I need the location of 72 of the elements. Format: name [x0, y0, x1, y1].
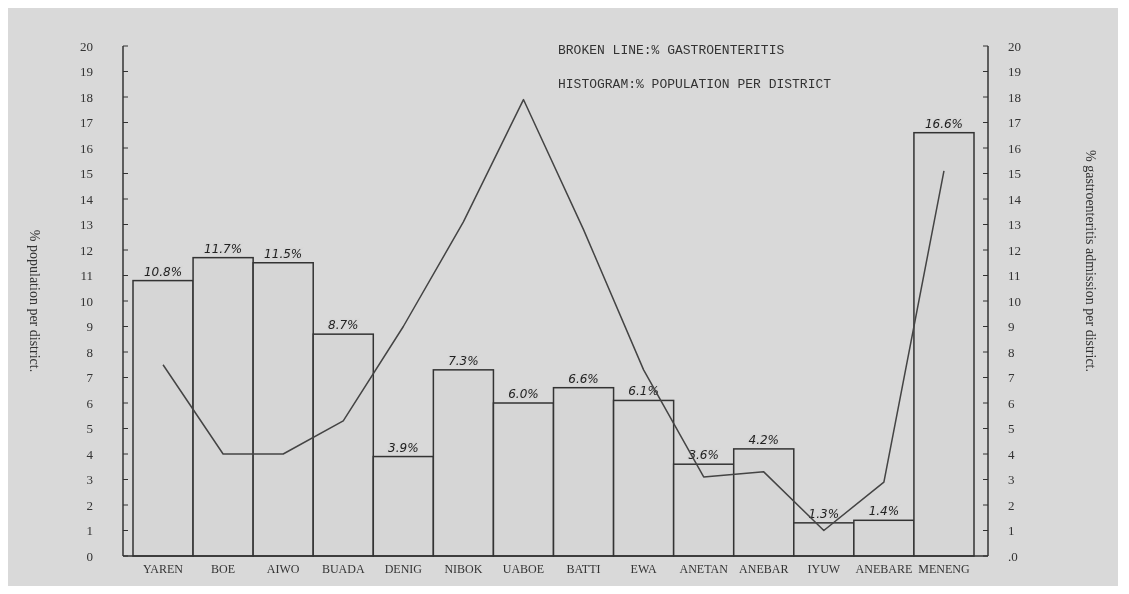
y2-tick-label: 11 — [1008, 268, 1021, 284]
data-label: 6.0% — [508, 387, 539, 401]
y-tick-label: 8 — [86, 344, 93, 360]
data-label: 8.7% — [328, 318, 359, 333]
x-tick-label: DENIG — [384, 562, 423, 576]
x-tick-label: YAREN — [143, 562, 184, 576]
y2-tick-label: 13 — [1008, 217, 1021, 233]
y-tick-label: 10 — [80, 293, 93, 309]
y-tick-label: 5 — [86, 421, 93, 437]
x-tick-label: BUADA — [321, 562, 365, 576]
y-tick-label: 3 — [86, 472, 93, 488]
y-tick-label: 17 — [80, 115, 94, 131]
x-tick-label: EWA — [630, 562, 657, 576]
x-tick-label: BOE — [211, 562, 236, 576]
y2-tick-label: 10 — [1008, 293, 1021, 309]
data-label: 6.6% — [568, 371, 599, 386]
data-label: 1.3% — [808, 506, 840, 521]
y2-tick-label: 14 — [1008, 191, 1022, 207]
y-tick-label: 2 — [86, 497, 93, 513]
y2-tick-label: 9 — [1008, 319, 1015, 335]
annotation: BROKEN LINE:% GASTROENTERITIS — [558, 43, 785, 58]
data-label: 7.3% — [448, 353, 479, 368]
y-tick-label: 4 — [86, 446, 94, 462]
data-label: 3.9% — [388, 440, 419, 455]
y-tick-label: 20 — [80, 38, 93, 54]
y2-tick-label: 3 — [1008, 472, 1015, 488]
y2-tick-label: 19 — [1008, 64, 1021, 80]
y2-tick-label: 2 — [1008, 497, 1015, 513]
y-tick-label: 6 — [86, 395, 94, 411]
data-label: 1.4% — [868, 504, 900, 519]
y-tick-label: 9 — [86, 319, 93, 335]
y-tick-label: 14 — [80, 191, 94, 207]
x-tick-label: ANEBARE — [855, 562, 913, 576]
y-axis-title: % population per district. — [27, 229, 42, 373]
y-tick-label: 13 — [80, 217, 93, 233]
y2-tick-label: 20 — [1008, 38, 1021, 54]
data-label: 10.8% — [143, 264, 183, 279]
x-tick-label: ANEBAR — [739, 562, 789, 576]
y2-tick-label: 15 — [1008, 166, 1021, 182]
y-tick-label: 12 — [80, 242, 93, 258]
x-tick-label: IYUW — [807, 562, 841, 576]
y2-tick-label: 1 — [1008, 523, 1015, 539]
y-tick-label: 11 — [80, 268, 93, 284]
y2-axis-title: % gastroenteritis admission per district. — [1083, 149, 1098, 373]
y2-tick-label: 6 — [1008, 395, 1015, 411]
x-tick-label: AIWO — [266, 562, 300, 576]
y-tick-label: 0 — [86, 548, 93, 564]
y2-tick-label: 4 — [1008, 446, 1015, 462]
x-tick-label: BATTI — [566, 562, 601, 576]
y2-tick-label: 5 — [1008, 421, 1015, 437]
x-tick-label: UABOE — [502, 562, 545, 576]
y-tick-label: 19 — [80, 64, 93, 80]
y2-tick-label: 18 — [1008, 89, 1021, 105]
y2-tick-label: 16 — [1008, 140, 1022, 156]
y2-tick-label: 12 — [1008, 242, 1021, 258]
data-label: 11.7% — [204, 241, 243, 256]
data-label: 11.5% — [264, 246, 303, 261]
y-tick-label: 16 — [80, 140, 94, 156]
data-label: 4.2% — [748, 432, 779, 447]
x-tick-label: MENENG — [918, 562, 970, 576]
y-tick-label: 15 — [80, 166, 93, 182]
y-tick-label: 1 — [86, 523, 93, 539]
y-tick-label: 18 — [80, 89, 93, 105]
y-tick-label: 7 — [86, 370, 94, 386]
data-label: 16.6% — [924, 116, 964, 131]
x-tick-label: NIBOK — [444, 562, 483, 576]
y2-tick-label: 7 — [1008, 370, 1015, 386]
y2-tick-label: .0 — [1008, 548, 1018, 564]
annotation: HISTOGRAM:% POPULATION PER DISTRICT — [558, 77, 832, 92]
y2-tick-label: 17 — [1008, 115, 1022, 131]
x-tick-label: ANETAN — [679, 562, 729, 576]
y2-tick-label: 8 — [1008, 344, 1015, 360]
